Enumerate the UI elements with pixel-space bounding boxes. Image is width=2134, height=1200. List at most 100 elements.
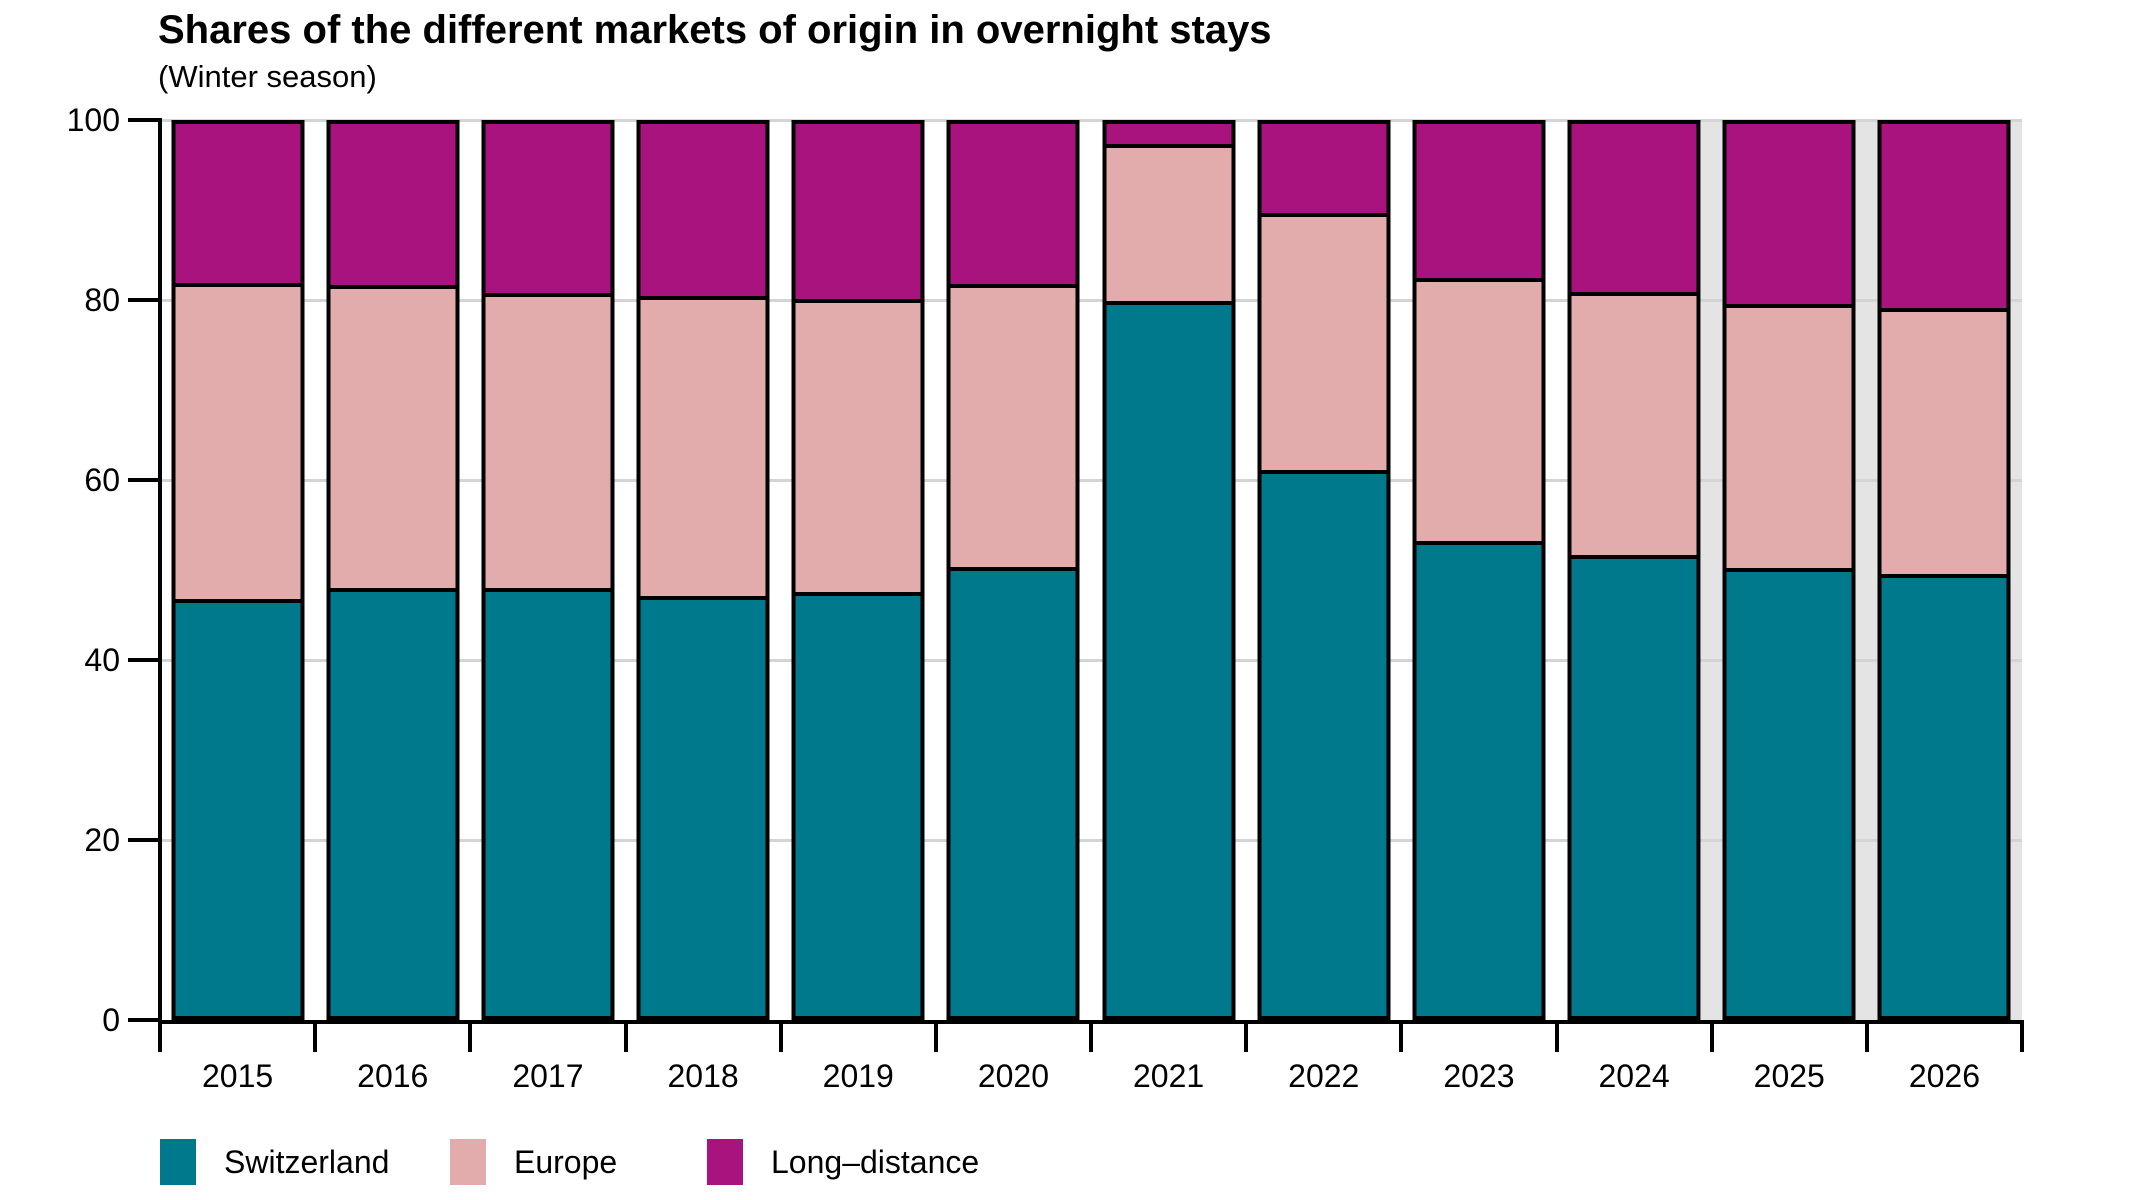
bar-slot-2016 bbox=[315, 120, 470, 1020]
legend-label-Long–distance: Long–distance bbox=[771, 1144, 980, 1180]
bar-segment-2022-Long–distance bbox=[1261, 124, 1387, 214]
stacked-bar-2018 bbox=[636, 120, 770, 1020]
x-tick-5 bbox=[933, 1020, 938, 1052]
bar-segment-2025-Switzerland bbox=[1726, 568, 1852, 1016]
bar-segment-2015-Long–distance bbox=[175, 124, 301, 283]
plot-area bbox=[160, 118, 2022, 1020]
legend-swatch-Switzerland bbox=[160, 1139, 196, 1185]
x-tick-4 bbox=[778, 1020, 783, 1052]
x-tick-label-2025: 2025 bbox=[1753, 1058, 1825, 1094]
x-tick-3 bbox=[623, 1020, 628, 1052]
x-tick-10 bbox=[1709, 1020, 1714, 1052]
x-tick-label-2018: 2018 bbox=[667, 1058, 739, 1094]
bar-segment-2015-Switzerland bbox=[175, 598, 301, 1016]
y-tick-label-80: 80 bbox=[84, 282, 120, 318]
x-tick-12 bbox=[2020, 1020, 2024, 1052]
y-tick-40 bbox=[128, 658, 160, 662]
x-tick-label-2019: 2019 bbox=[822, 1058, 894, 1094]
stacked-bar-2023 bbox=[1412, 120, 1546, 1020]
bar-slot-2017 bbox=[470, 120, 625, 1020]
bar-segment-2023-Switzerland bbox=[1416, 540, 1542, 1016]
bar-segment-2020-Europe bbox=[950, 283, 1076, 568]
gridline-100 bbox=[160, 118, 2022, 122]
x-tick-8 bbox=[1399, 1020, 1404, 1052]
bar-slot-2021 bbox=[1091, 120, 1246, 1020]
bar-slot-2025 bbox=[1712, 120, 1867, 1020]
x-tick-label-2016: 2016 bbox=[357, 1058, 429, 1094]
x-tick-label-2020: 2020 bbox=[977, 1058, 1049, 1094]
x-tick-6 bbox=[1089, 1020, 1093, 1052]
chart-subtitle: (Winter season) bbox=[158, 59, 377, 94]
bar-segment-2025-Europe bbox=[1726, 304, 1852, 569]
bar-segment-2019-Switzerland bbox=[795, 592, 921, 1016]
bar-segment-2016-Switzerland bbox=[330, 587, 456, 1016]
y-tick-100 bbox=[128, 118, 160, 122]
bar-slot-2015 bbox=[160, 120, 315, 1020]
bar-segment-2024-Europe bbox=[1571, 291, 1697, 555]
bar-segment-2016-Long–distance bbox=[330, 124, 456, 285]
bar-segment-2021-Long–distance bbox=[1106, 124, 1232, 144]
y-tick-80 bbox=[128, 298, 160, 302]
bar-segment-2024-Long–distance bbox=[1571, 124, 1697, 292]
y-tick-60 bbox=[128, 478, 160, 482]
bar-slot-2024 bbox=[1557, 120, 1712, 1020]
bar-segment-2024-Switzerland bbox=[1571, 554, 1697, 1016]
y-tick-label-100: 100 bbox=[66, 102, 120, 138]
y-tick-label-60: 60 bbox=[84, 462, 120, 498]
bar-segment-2023-Long–distance bbox=[1416, 124, 1542, 279]
stacked-bar-2022 bbox=[1257, 120, 1391, 1020]
legend-swatch-Europe bbox=[450, 1139, 486, 1185]
legend-label-Europe: Europe bbox=[514, 1144, 618, 1180]
x-tick-label-2021: 2021 bbox=[1132, 1058, 1205, 1094]
bar-segment-2018-Long–distance bbox=[640, 124, 766, 297]
x-tick-label-2023: 2023 bbox=[1443, 1058, 1515, 1094]
x-tick-label-2026: 2026 bbox=[1908, 1058, 1980, 1094]
bar-segment-2020-Switzerland bbox=[950, 567, 1076, 1016]
gridline-80 bbox=[160, 298, 2022, 302]
stacked-bar-2024 bbox=[1567, 120, 1701, 1020]
bar-segment-2026-Europe bbox=[1881, 307, 2007, 575]
bar-segment-2017-Long–distance bbox=[485, 124, 611, 294]
stacked-bar-2025 bbox=[1722, 120, 1856, 1020]
x-tick-label-2024: 2024 bbox=[1598, 1058, 1670, 1094]
x-tick-label-2022: 2022 bbox=[1288, 1058, 1360, 1094]
x-tick-0 bbox=[158, 1020, 162, 1052]
bar-segment-2018-Europe bbox=[640, 296, 766, 596]
bar-segment-2015-Europe bbox=[175, 282, 301, 599]
bar-segment-2023-Europe bbox=[1416, 278, 1542, 541]
legend-swatch-Long–distance bbox=[707, 1139, 743, 1185]
bar-slot-2026 bbox=[1867, 120, 2022, 1020]
gridline-40 bbox=[160, 658, 2022, 662]
gridline-20 bbox=[160, 838, 2022, 842]
bar-slot-2018 bbox=[626, 120, 781, 1020]
bar-segment-2025-Long–distance bbox=[1726, 124, 1852, 305]
y-tick-label-20: 20 bbox=[84, 822, 120, 858]
y-tick-20 bbox=[128, 838, 160, 842]
x-tick-1 bbox=[313, 1020, 318, 1052]
x-tick-7 bbox=[1244, 1020, 1249, 1052]
x-tick-2 bbox=[468, 1020, 473, 1052]
bar-segment-2017-Switzerland bbox=[485, 587, 611, 1016]
bar-segment-2022-Europe bbox=[1261, 213, 1387, 471]
y-tick-0 bbox=[128, 1018, 160, 1022]
bar-segment-2020-Long–distance bbox=[950, 124, 1076, 284]
bar-segment-2017-Europe bbox=[485, 293, 611, 588]
bar-segment-2026-Long–distance bbox=[1881, 124, 2007, 308]
x-tick-11 bbox=[1864, 1020, 1869, 1052]
bar-segment-2021-Europe bbox=[1106, 143, 1232, 301]
bar-slot-2022 bbox=[1246, 120, 1401, 1020]
y-tick-label-0: 0 bbox=[102, 1002, 120, 1038]
stacked-bar-2021 bbox=[1102, 120, 1236, 1020]
stacked-bar-2019 bbox=[791, 120, 925, 1020]
bar-segment-2018-Switzerland bbox=[640, 595, 766, 1016]
bar-slot-2020 bbox=[936, 120, 1091, 1020]
y-tick-label-40: 40 bbox=[84, 642, 120, 678]
gridline-60 bbox=[160, 478, 2022, 482]
y-axis-line bbox=[158, 118, 162, 1024]
bar-segment-2019-Long–distance bbox=[795, 124, 921, 299]
stacked-bar-2016 bbox=[326, 120, 460, 1020]
chart-title: Shares of the different markets of origi… bbox=[158, 8, 1272, 52]
stacked-bar-2015 bbox=[171, 120, 305, 1020]
bar-segment-2019-Europe bbox=[795, 298, 921, 593]
